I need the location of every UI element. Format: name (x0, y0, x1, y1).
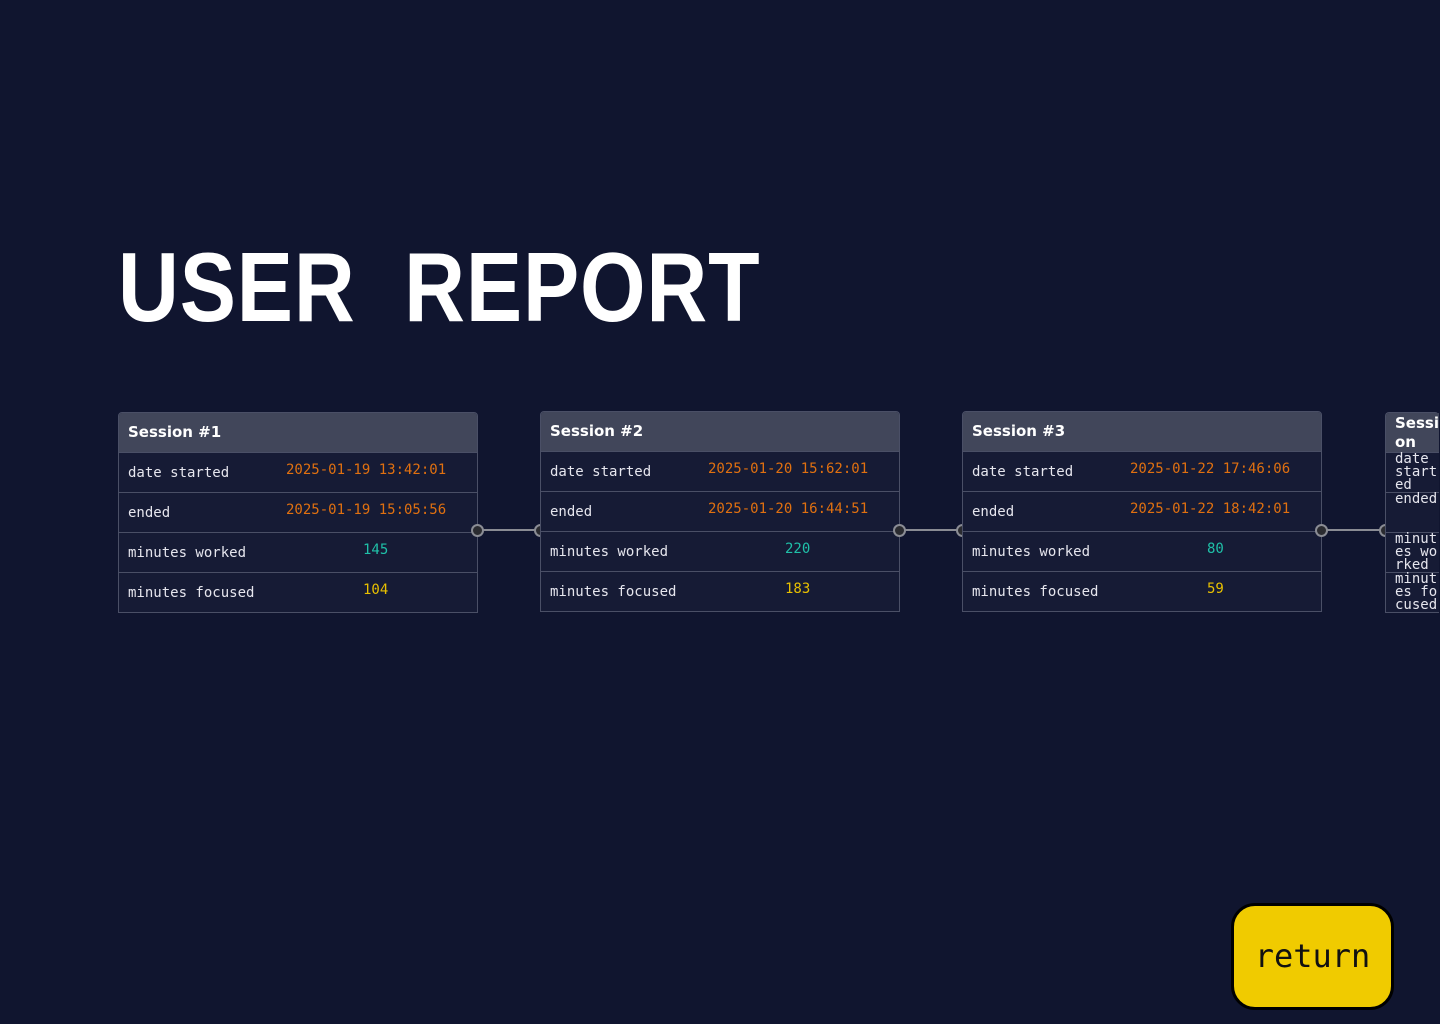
connector-node (893, 524, 906, 537)
label: minutes worked (128, 545, 247, 561)
row-ended: ended 2025-01-20 16:44:51 (541, 491, 899, 531)
date-started-value: 2025-01-20 15:62:01 (708, 461, 869, 477)
row-minutes-focused: minutes focused 59 (963, 571, 1321, 611)
ended-value: 2025-01-19 15:05:56 (286, 502, 447, 518)
label: minutes focused (550, 584, 677, 600)
date-started-value: 2025-01-22 17:46:06 (1130, 461, 1291, 477)
label: date started (128, 465, 230, 481)
minutes-focused-value: 104 (363, 582, 389, 598)
session-card: Session #3 date started 2025-01-22 17:46:… (962, 411, 1322, 612)
label: date started (550, 464, 652, 480)
ended-value: 2025-01-20 16:44:51 (708, 501, 869, 517)
row-date-started: date started 2025-01-20 15:62:01 (541, 451, 899, 491)
session-card: Session #1 date started 2025-01-19 13:42:… (118, 412, 478, 613)
label: minutes worked (972, 544, 1091, 560)
row-minutes-focused: minutes focused (1386, 572, 1439, 612)
label: minutes worked (550, 544, 669, 560)
label: ended (972, 504, 1015, 520)
connector-line (477, 529, 540, 531)
label: minutes focused (128, 585, 255, 601)
minutes-worked-value: 220 (785, 541, 811, 557)
label: minutes focused (972, 584, 1099, 600)
row-minutes-focused: minutes focused 104 (119, 572, 477, 612)
connector-line (1321, 529, 1385, 531)
row-minutes-worked: minutes worked 220 (541, 531, 899, 571)
session-title: Session #1 (119, 413, 477, 452)
label: ended (550, 504, 593, 520)
ended-value: 2025-01-22 18:42:01 (1130, 501, 1291, 517)
connector-node (471, 524, 484, 537)
return-button[interactable]: return (1231, 903, 1394, 1010)
connector-line (899, 529, 962, 531)
minutes-worked-value: 80 (1207, 541, 1224, 557)
session-title: Session #3 (963, 412, 1321, 451)
minutes-focused-value: 183 (785, 581, 811, 597)
minutes-worked-value: 145 (363, 542, 389, 558)
row-ended: ended 2025-01-19 15:05:56 (119, 492, 477, 532)
minutes-focused-value: 59 (1207, 581, 1224, 597)
row-minutes-worked: minutes worked (1386, 532, 1439, 572)
label: date started (972, 464, 1074, 480)
session-card: Session date started ended minutes worke… (1385, 412, 1439, 613)
session-title: Session #2 (541, 412, 899, 451)
row-ended: ended 2025-01-22 18:42:01 (963, 491, 1321, 531)
row-minutes-focused: minutes focused 183 (541, 571, 899, 611)
page-title: USER REPORT (118, 232, 761, 342)
connector-node (1315, 524, 1328, 537)
session-title: Session (1386, 413, 1439, 452)
label: minutes worked (1395, 531, 1438, 573)
row-minutes-worked: minutes worked 145 (119, 532, 477, 572)
label: ended (128, 505, 171, 521)
label: ended (1395, 491, 1438, 507)
row-date-started: date started 2025-01-22 17:46:06 (963, 451, 1321, 491)
label: minutes focused (1395, 571, 1438, 613)
row-date-started: date started 2025-01-19 13:42:01 (119, 452, 477, 492)
row-ended: ended (1386, 492, 1439, 532)
date-started-value: 2025-01-19 13:42:01 (286, 462, 447, 478)
row-minutes-worked: minutes worked 80 (963, 531, 1321, 571)
label: date started (1395, 451, 1438, 493)
row-date-started: date started (1386, 452, 1439, 492)
session-card: Session #2 date started 2025-01-20 15:62:… (540, 411, 900, 612)
